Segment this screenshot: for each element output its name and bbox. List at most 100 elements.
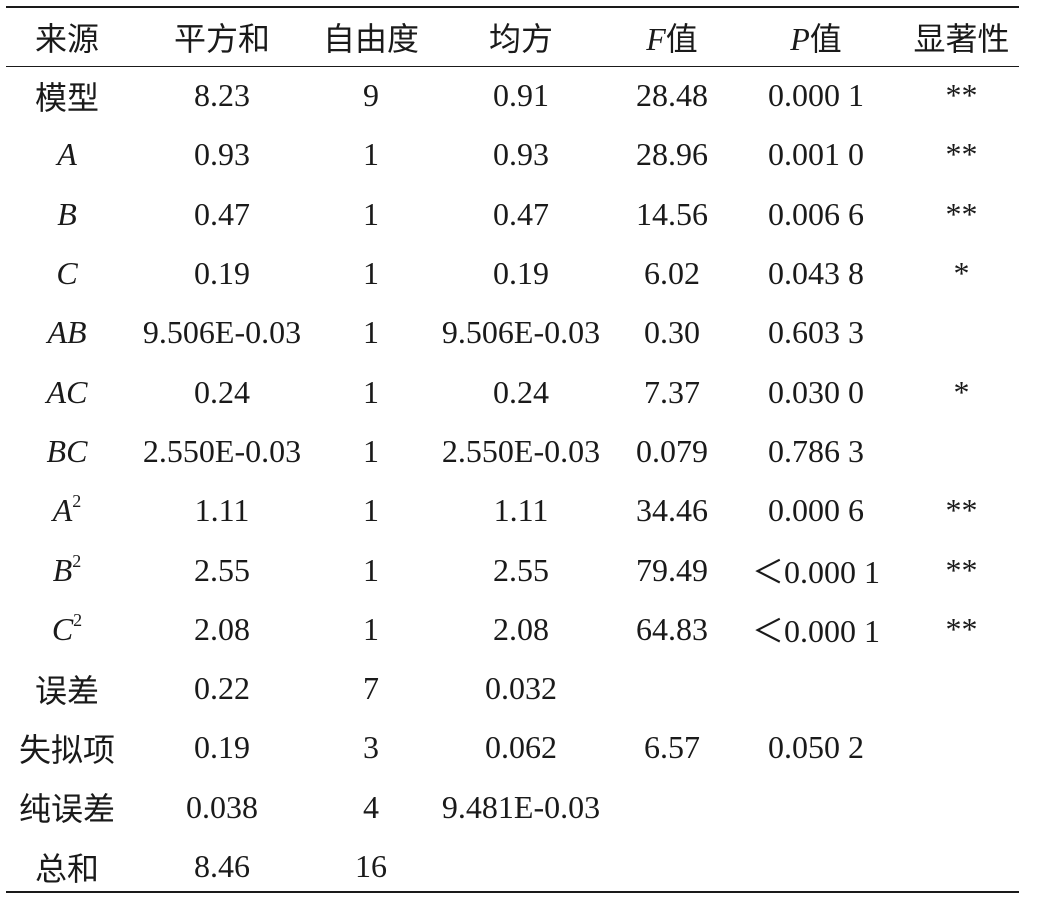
cell-degrees-of-freedom: 7 (363, 670, 379, 707)
cell-sum-of-squares: 2.08 (194, 610, 250, 647)
table-row: B 0.47 1 0.47 14.56 0.006 6 ** (6, 185, 1019, 244)
table-row: 总和 8.46 16 (6, 837, 1019, 896)
cell-degrees-of-freedom: 1 (363, 492, 379, 529)
table-row: A 0.93 1 0.93 28.96 0.001 0 ** (6, 125, 1019, 184)
cell-p-value: 0.043 8 (768, 255, 864, 292)
cell-p-value (728, 837, 904, 896)
table-row: C2 2.08 1 2.08 64.83 ＜0.000 1 ** (6, 600, 1019, 659)
cell-f-value: 6.57 (644, 729, 700, 766)
header-p-letter: P (790, 21, 810, 57)
cell-p-value: 0.001 0 (768, 136, 864, 173)
table-row: B2 2.55 1 2.55 79.49 ＜0.000 1 ** (6, 540, 1019, 599)
source-exponent: 2 (73, 609, 83, 630)
cell-significance (904, 422, 1019, 481)
cell-degrees-of-freedom: 9 (363, 77, 379, 114)
header-f-value: F值 (616, 8, 728, 66)
table-row: AC 0.24 1 0.24 7.37 0.030 0 * (6, 362, 1019, 421)
cell-f-value: 14.56 (636, 195, 708, 232)
cell-degrees-of-freedom: 1 (363, 432, 379, 469)
cell-sum-of-squares: 2.550E-0.03 (142, 432, 302, 469)
cell-mean-square: 0.032 (485, 670, 557, 707)
cell-mean-square: 2.08 (493, 610, 549, 647)
bottom-rule (6, 891, 1019, 893)
cell-sum-of-squares: 9.506E-0.03 (142, 314, 302, 351)
cell-p-value: 0.786 3 (768, 432, 864, 469)
cell-significance: ** (945, 610, 978, 647)
source-label: 模型 (34, 79, 99, 116)
table-row: AB 9.506E-0.03 1 9.506E-0.03 0.30 0.603 3 (6, 303, 1019, 362)
cell-f-value: 28.48 (636, 77, 708, 114)
header-degrees-of-freedom: 自由度 (322, 21, 419, 57)
header-mean-square: 均方 (488, 21, 553, 57)
cell-f-value: 79.49 (636, 551, 708, 588)
table-row: 纯误差 0.038 4 9.481E-0.03 (6, 778, 1019, 837)
cell-sum-of-squares: 0.24 (194, 373, 250, 410)
cell-mean-square: 2.550E-0.03 (441, 432, 601, 469)
cell-source: A (6, 125, 128, 184)
cell-f-value (616, 837, 728, 896)
cell-degrees-of-freedom: 16 (355, 848, 387, 884)
cell-f-value (616, 659, 728, 718)
cell-f-value: 7.37 (644, 373, 700, 410)
cell-sum-of-squares: 0.19 (194, 255, 250, 292)
header-f-suffix: 值 (665, 21, 698, 57)
cell-f-value: 64.83 (636, 610, 708, 647)
source-label: C (51, 610, 74, 647)
cell-source: A2 (6, 481, 128, 540)
cell-source: 模型 (6, 66, 128, 125)
cell-p-value (728, 659, 904, 718)
header-significance: 显著性 (913, 21, 1010, 57)
cell-p-value (728, 778, 904, 837)
source-label: 失拟项 (18, 731, 115, 768)
source-label: C (56, 255, 78, 292)
cell-p-value: 0.006 6 (768, 195, 864, 232)
cell-sum-of-squares: 0.22 (194, 670, 250, 707)
header-row: 来源 平方和 自由度 均方 F值 P 值 显著性 (6, 8, 1019, 66)
cell-sum-of-squares: 0.19 (194, 729, 250, 766)
cell-p-value: 0.000 1 (768, 77, 864, 114)
cell-significance: ** (945, 551, 978, 588)
cell-significance (904, 778, 1019, 837)
header-source: 来源 (34, 21, 99, 57)
cell-f-value: 0.079 (636, 432, 708, 469)
cell-source: C (6, 244, 128, 303)
cell-significance (904, 303, 1019, 362)
table-row: C 0.19 1 0.19 6.02 0.043 8 * (6, 244, 1019, 303)
source-label: 总和 (34, 850, 99, 887)
cell-sum-of-squares: 0.47 (194, 195, 250, 232)
cell-degrees-of-freedom: 1 (363, 195, 379, 232)
source-label: B (52, 551, 73, 588)
table-row: 模型 8.23 9 0.91 28.48 0.000 1 ** (6, 66, 1019, 125)
cell-significance: ** (945, 492, 978, 529)
cell-degrees-of-freedom: 1 (363, 610, 379, 647)
cell-significance: * (953, 373, 970, 410)
cell-significance: ** (945, 195, 978, 232)
source-label: A (57, 136, 77, 173)
cell-mean-square: 0.91 (493, 77, 549, 114)
cell-significance: * (953, 255, 970, 292)
cell-sum-of-squares: 2.55 (194, 551, 250, 588)
cell-mean-square: 0.47 (493, 195, 549, 232)
cell-degrees-of-freedom: 1 (363, 551, 379, 588)
cell-source: 总和 (6, 837, 128, 896)
cell-source: BC (6, 422, 128, 481)
anova-table: 来源 平方和 自由度 均方 F值 P值 显著性 模型 8.23 9 0.91 28.48… (6, 8, 1019, 896)
source-label: A (52, 492, 73, 529)
header-f-letter: F (646, 21, 666, 57)
cell-source: AB (6, 303, 128, 362)
table-row: 误差 0.22 7 0.032 (6, 659, 1019, 718)
cell-significance (904, 659, 1019, 718)
cell-mean-square: 0.062 (485, 729, 557, 766)
cell-sum-of-squares: 0.93 (194, 136, 250, 173)
cell-mean-square: 0.19 (493, 255, 549, 292)
table-row: BC 2.550E-0.03 1 2.550E-0.03 0.079 0.786 3 (6, 422, 1019, 481)
source-exponent: 2 (72, 491, 82, 512)
cell-degrees-of-freedom: 3 (363, 729, 379, 766)
header-sum-of-squares: 平方和 (173, 21, 270, 57)
source-label: 纯误差 (18, 791, 115, 828)
cell-significance: ** (945, 77, 978, 114)
cell-source: B2 (6, 540, 128, 599)
source-label: BC (46, 432, 88, 469)
cell-source: C2 (6, 600, 128, 659)
